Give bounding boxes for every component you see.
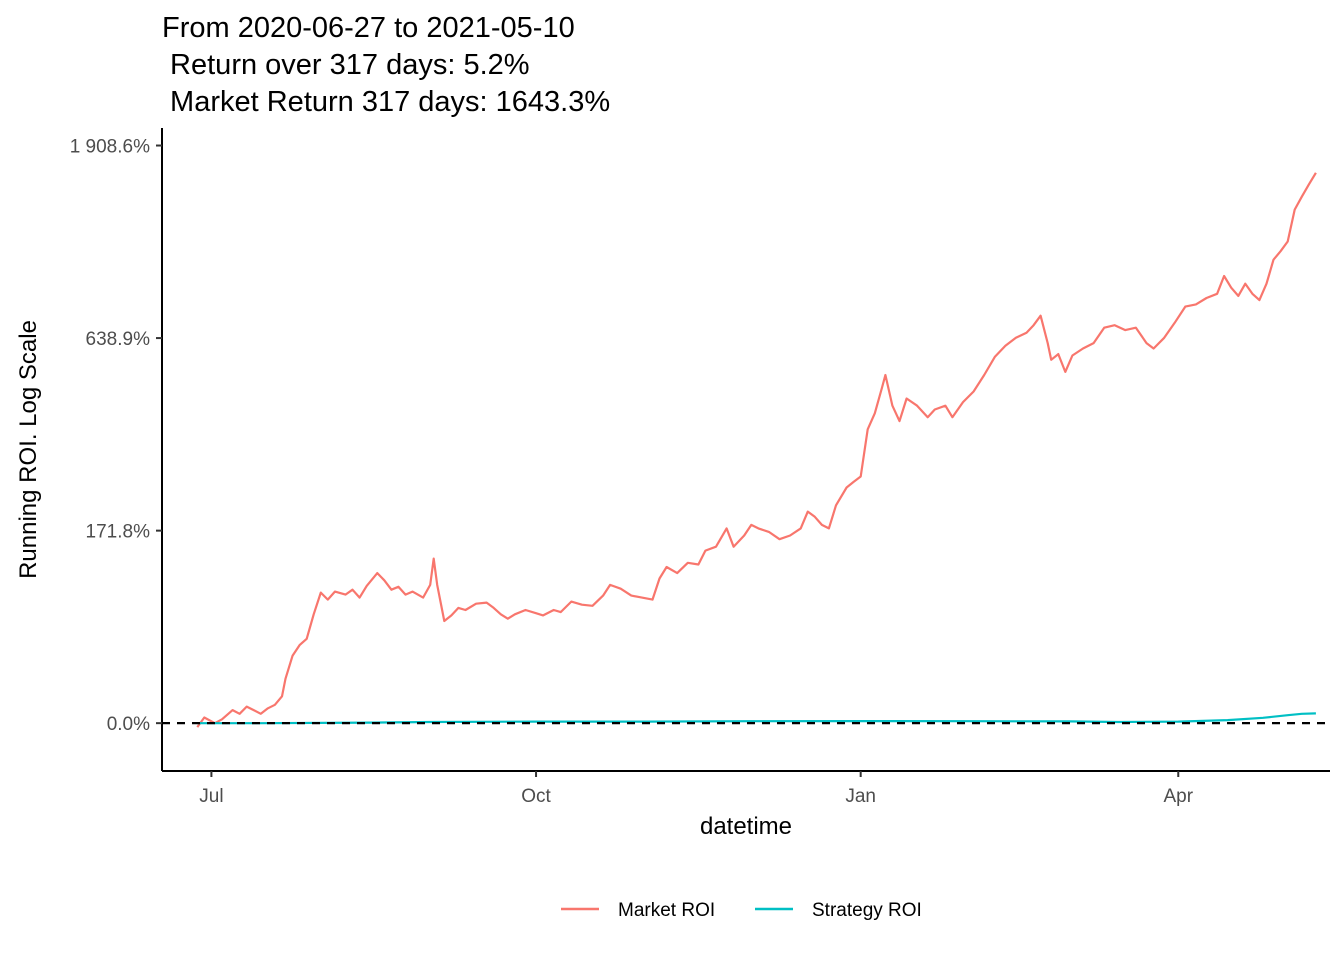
- legend-label: Market ROI: [618, 900, 715, 921]
- legend-label: Strategy ROI: [812, 900, 922, 921]
- x-tick-label: Apr: [1163, 786, 1193, 807]
- series-line-market-roi: [196, 172, 1317, 728]
- chart-title-line-3: Market Return 317 days: 1643.3%: [162, 86, 611, 118]
- y-tick-label: 1 908.6%: [70, 137, 150, 158]
- x-axis-label: datetime: [700, 813, 792, 840]
- y-tick-label: 638.9%: [86, 329, 151, 350]
- y-tick-label: 171.8%: [86, 522, 151, 543]
- y-axis-label: Running ROI. Log Scale: [15, 320, 42, 579]
- chart-title-line-2: Return over 317 days: 5.2%: [162, 49, 530, 81]
- x-tick-label: Oct: [521, 786, 551, 807]
- x-tick-label: Jul: [199, 786, 223, 807]
- x-tick-label: Jan: [845, 786, 876, 807]
- series-line-strategy-roi: [197, 712, 1316, 725]
- legend: Market ROI Strategy ROI: [561, 900, 922, 921]
- series-layer: [196, 172, 1317, 728]
- y-tick-label: 0.0%: [107, 714, 150, 735]
- chart-title-line-1: From 2020-06-27 to 2021-05-10: [162, 12, 575, 44]
- x-axis-ticks: Jul Oct Jan Apr: [199, 771, 1194, 807]
- y-axis-ticks: 0.0% 171.8% 638.9% 1 908.6%: [70, 137, 162, 735]
